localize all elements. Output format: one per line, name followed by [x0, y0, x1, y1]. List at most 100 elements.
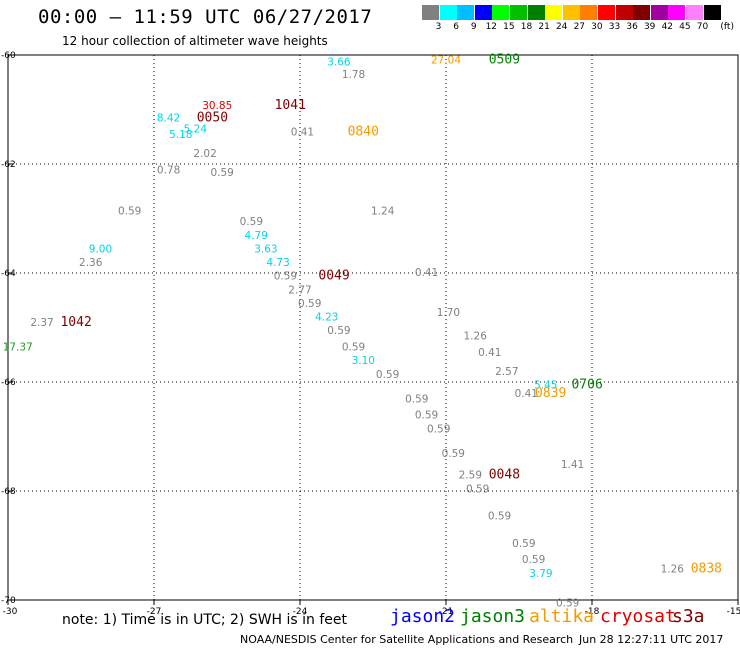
latitude-tick-label: -64: [1, 269, 16, 279]
scale-label: 30: [591, 22, 603, 32]
scale-swatch: [615, 5, 633, 20]
satellite-legend-item: jason2: [390, 606, 456, 627]
wave-height-value: 0.78: [157, 164, 180, 176]
pass-time-label: 0706: [571, 378, 602, 393]
wave-height-value: 3.63: [254, 243, 277, 255]
scale-swatch: [510, 5, 527, 20]
wave-height-value: 5.18: [169, 129, 192, 141]
scale-swatch: [527, 5, 545, 20]
scale-label: 36: [626, 22, 638, 32]
wave-height-value: 2.36: [79, 257, 103, 269]
wave-height-value: 0.41: [291, 126, 314, 138]
wave-height-value: 0.59: [405, 393, 428, 405]
satellite-legend-item: altika: [529, 606, 595, 627]
wave-height-value: 2.37: [30, 317, 53, 329]
scale-swatch: [422, 5, 439, 20]
wave-height-value: 0.59: [522, 554, 545, 566]
latitude-tick-label: -68: [1, 487, 16, 497]
wave-height-value: 3.10: [352, 355, 375, 367]
wave-height-value: 4.73: [266, 257, 289, 269]
wave-height-value: 0.59: [466, 483, 489, 495]
pass-time-label: 0050: [197, 111, 228, 126]
longitude-tick-label: -18: [585, 607, 600, 617]
generated-timestamp: Jun 28 12:27:11 UTC 2017: [579, 633, 724, 646]
wave-height-value: 1.70: [437, 307, 460, 319]
longitude-tick-label: -27: [147, 607, 162, 617]
wave-height-value: 0.59: [488, 511, 511, 523]
wave-height-value: 0.59: [327, 325, 350, 337]
scale-label: 27: [573, 22, 586, 32]
wave-height-value: 5.45: [534, 380, 557, 392]
scale-label: 24: [555, 22, 568, 32]
wave-height-value: 0.59: [210, 167, 233, 179]
wave-height-value: 2.59: [459, 470, 482, 482]
scale-label: 18: [520, 22, 533, 32]
scale-label: 21: [538, 22, 550, 32]
wave-height-value: 0.59: [556, 598, 579, 610]
pass-time-label: 0049: [318, 269, 349, 284]
wave-height-value: 0.59: [415, 410, 438, 422]
wave-height-value: 1.41: [561, 459, 584, 471]
wave-height-value: 0.59: [427, 423, 450, 435]
pass-time-label: 0839: [535, 386, 566, 401]
units-note: note: 1) Time is in UTC; 2) SWH is in fe…: [62, 612, 348, 628]
wave-height-value: 2.02: [193, 148, 216, 160]
wave-height-value: 17.37: [3, 342, 33, 354]
scale-label: 3: [435, 22, 442, 32]
wave-height-value: 3.66: [327, 57, 351, 69]
wave-height-value: 0.59: [298, 298, 321, 310]
scale-label: 12: [485, 22, 498, 32]
wave-height-value: 1.26: [661, 563, 685, 575]
wave-height-value: 2.57: [495, 366, 518, 378]
scale-swatch: [457, 5, 475, 20]
scale-unit: (ft): [720, 22, 734, 32]
scale-swatch: [580, 5, 598, 20]
pass-time-label: 0509: [489, 52, 520, 67]
scale-label: 42: [661, 22, 674, 32]
pass-time-label: 0840: [348, 124, 379, 139]
map-frame: [7, 54, 739, 601]
scale-swatch: [668, 5, 686, 20]
wave-height-value: 5.24: [184, 124, 208, 136]
wave-height-value: 27.04: [431, 54, 461, 66]
longitude-tick-label: -21: [439, 607, 454, 617]
wave-height-value: 1.24: [371, 205, 395, 217]
wave-height-value: 9.00: [89, 243, 112, 255]
satellite-legend-item: jason3: [460, 606, 526, 627]
scale-label: 9: [470, 22, 477, 32]
scale-label: 39: [643, 22, 656, 32]
wave-height-value: 4.23: [315, 312, 338, 324]
scale-swatch: [474, 5, 492, 20]
satellite-legend-item: s3a: [672, 606, 705, 627]
scale-label: 45: [679, 22, 691, 32]
longitude-tick-label: -24: [293, 607, 308, 617]
wave-height-value: 0.59: [118, 205, 141, 217]
wave-height-value: 30.85: [202, 100, 232, 112]
scale-swatch: [650, 5, 668, 20]
scale-swatch: [686, 5, 703, 20]
scale-swatch: [492, 5, 510, 20]
wave-height-value: 1.26: [464, 331, 488, 343]
wave-height-value: 0.59: [342, 342, 365, 354]
wave-height-value: 2.77: [288, 284, 311, 296]
wave-height-value: 0.41: [415, 267, 438, 279]
map-title: 00:00 – 11:59 UTC 06/27/2017: [38, 6, 373, 28]
wave-height-value: 0.59: [512, 538, 535, 550]
wave-height-value: 0.59: [240, 216, 263, 228]
satellite-legend-item: cryosat: [600, 606, 676, 627]
wave-height-value: 0.59: [442, 448, 465, 460]
wave-height-value: 0.41: [478, 347, 501, 359]
scale-label: 70: [696, 22, 709, 32]
wave-height-value: 8.42: [157, 113, 180, 125]
scale-swatch: [562, 5, 580, 20]
scale-swatch: [439, 5, 457, 20]
scale-label: 33: [608, 22, 621, 32]
wave-height-value: 4.79: [245, 230, 268, 242]
latitude-tick-label: -62: [1, 160, 16, 170]
wave-height-value: 0.59: [274, 271, 297, 283]
credit-text: NOAA/NESDIS Center for Satellite Applica…: [240, 633, 574, 646]
longitude-tick-label: -15: [727, 607, 740, 617]
pass-time-label: 1041: [275, 98, 306, 113]
scale-swatch: [703, 5, 721, 20]
